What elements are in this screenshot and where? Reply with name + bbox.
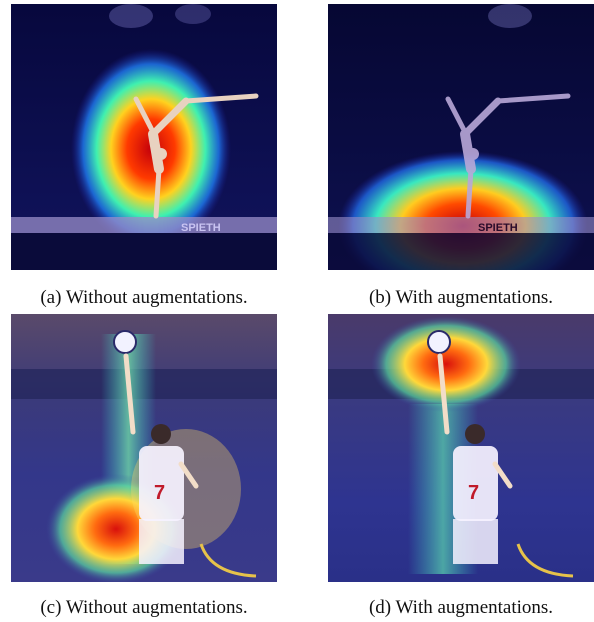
- jersey-number: 7: [154, 482, 165, 504]
- volleyball: [113, 330, 137, 354]
- player-figure: 7: [113, 330, 199, 564]
- heatmap-panel-a: SPIETH: [11, 4, 277, 270]
- court-line: [516, 543, 574, 578]
- volleyball-scene-d: 7: [328, 314, 594, 582]
- beam-logo-text: SPIETH: [181, 222, 221, 234]
- heatmap-blob: [371, 316, 521, 412]
- floor: [328, 233, 594, 270]
- volleyball: [427, 330, 451, 354]
- jersey-number: 7: [468, 482, 479, 504]
- gymnast-figure: [133, 93, 259, 219]
- gymnast-figure: [445, 93, 571, 219]
- volleyball-scene-c: 7: [11, 314, 277, 582]
- heatmap-panel-d: 7: [328, 314, 594, 582]
- stage-light: [488, 4, 532, 28]
- gymnast-scene-a: SPIETH: [11, 4, 277, 270]
- player-figure: 7: [427, 330, 513, 564]
- heatmap-panel-b: SPIETH: [328, 4, 594, 270]
- balance-beam: [11, 217, 277, 233]
- gymnast-scene-b: SPIETH: [328, 4, 594, 270]
- court-line: [199, 543, 257, 578]
- heatmap-panel-c: 7: [11, 314, 277, 582]
- panel-caption-b: (b) With augmentations.: [368, 287, 554, 308]
- panel-caption-c: (c) Without augmentations.: [40, 597, 248, 618]
- panel-caption-a: (a) Without augmentations.: [40, 287, 248, 308]
- beam-logo-text: SPIETH: [478, 222, 518, 234]
- panel-caption-d: (d) With augmentations.: [368, 597, 554, 618]
- stage-light: [109, 4, 153, 28]
- balance-beam: [328, 217, 594, 233]
- floor: [11, 233, 277, 270]
- stage-light: [175, 4, 211, 24]
